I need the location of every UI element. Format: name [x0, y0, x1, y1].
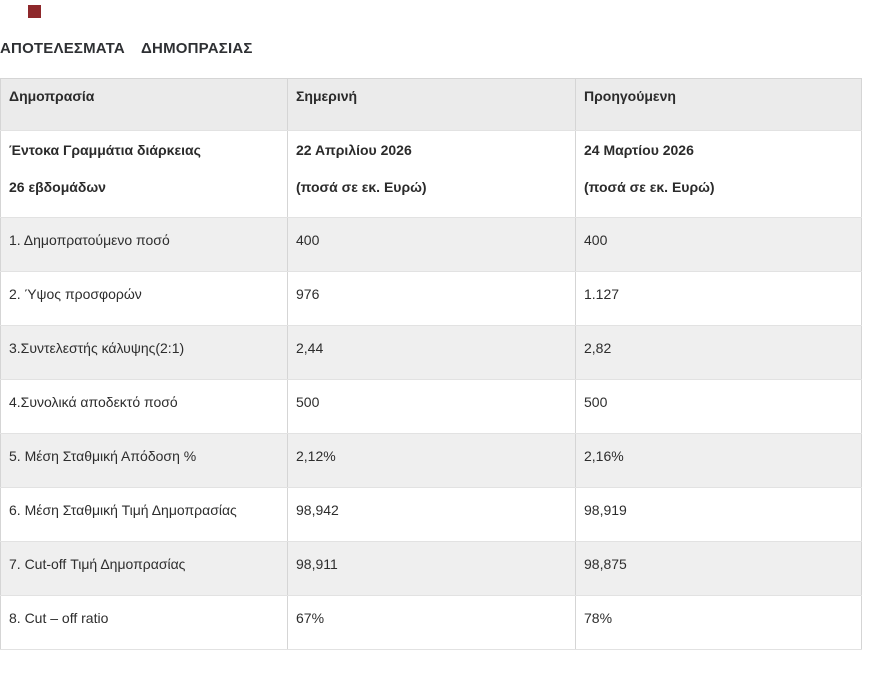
current-auction-date: 22 Απριλίου 2026 — [296, 142, 412, 158]
row-current-value: 2,44 — [287, 325, 576, 380]
row-previous-value: 500 — [575, 379, 862, 434]
table-row: 3.Συντελεστής κάλυψης(2:1) 2,44 2,82 — [0, 325, 862, 380]
row-label: 7. Cut-off Τιμή Δημοπρασίας — [0, 541, 288, 596]
row-current-value: 400 — [287, 217, 576, 272]
row-label: 6. Μέση Σταθμική Τιμή Δημοπρασίας — [0, 487, 288, 542]
row-previous-value: 1.127 — [575, 271, 862, 326]
table-header-row: Δημοπρασία Σημερινή Προηγούμενη — [0, 78, 862, 131]
row-current-value: 500 — [287, 379, 576, 434]
column-header-current: Σημερινή — [287, 78, 576, 131]
row-label: 4.Συνολικά αποδεκτό ποσό — [0, 379, 288, 434]
previous-auction-unit: (ποσά σε εκ. Ευρώ) — [584, 179, 715, 195]
table-row: 7. Cut-off Τιμή Δημοπρασίας 98,911 98,87… — [0, 541, 862, 596]
previous-auction-date: 24 Μαρτίου 2026 — [584, 142, 694, 158]
row-label: 1. Δημοπρατούμενο ποσό — [0, 217, 288, 272]
table-row: 8. Cut – off ratio 67% 78% — [0, 595, 862, 650]
column-header-previous: Προηγούμενη — [575, 78, 862, 131]
instrument-name: Έντοκα Γραμμάτια διάρκειας — [9, 142, 201, 158]
row-previous-value: 98,875 — [575, 541, 862, 596]
row-label: 2. Ύψος προσφορών — [0, 271, 288, 326]
row-current-value: 2,12% — [287, 433, 576, 488]
row-current-value: 98,911 — [287, 541, 576, 596]
instrument-cell: Έντοκα Γραμμάτια διάρκειας 26 εβδομάδων — [0, 130, 288, 218]
table-row: 1. Δημοπρατούμενο ποσό 400 400 — [0, 217, 862, 272]
row-previous-value: 2,16% — [575, 433, 862, 488]
logo-mark — [28, 5, 41, 18]
row-current-value: 98,942 — [287, 487, 576, 542]
instrument-duration: 26 εβδομάδων — [9, 179, 106, 195]
table-row: 5. Μέση Σταθμική Απόδοση % 2,12% 2,16% — [0, 433, 862, 488]
row-previous-value: 400 — [575, 217, 862, 272]
row-previous-value: 98,919 — [575, 487, 862, 542]
previous-auction-info-cell: 24 Μαρτίου 2026 (ποσά σε εκ. Ευρώ) — [575, 130, 862, 218]
current-auction-info-cell: 22 Απριλίου 2026 (ποσά σε εκ. Ευρώ) — [287, 130, 576, 218]
row-previous-value: 78% — [575, 595, 862, 650]
current-auction-unit: (ποσά σε εκ. Ευρώ) — [296, 179, 427, 195]
table-row: 2. Ύψος προσφορών 976 1.127 — [0, 271, 862, 326]
table-row: 4.Συνολικά αποδεκτό ποσό 500 500 — [0, 379, 862, 434]
auction-results-table: Δημοπρασία Σημερινή Προηγούμενη Έντοκα Γ… — [0, 78, 862, 650]
table-subheader-row: Έντοκα Γραμμάτια διάρκειας 26 εβδομάδων … — [0, 130, 862, 218]
row-current-value: 976 — [287, 271, 576, 326]
row-label: 8. Cut – off ratio — [0, 595, 288, 650]
page-title: ΑΠΟΤΕΛΕΣΜΑΤΑ ΔΗΜΟΠΡΑΣΙΑΣ — [0, 40, 253, 57]
row-previous-value: 2,82 — [575, 325, 862, 380]
row-label: 5. Μέση Σταθμική Απόδοση % — [0, 433, 288, 488]
table-row: 6. Μέση Σταθμική Τιμή Δημοπρασίας 98,942… — [0, 487, 862, 542]
row-label: 3.Συντελεστής κάλυψης(2:1) — [0, 325, 288, 380]
column-header-auction: Δημοπρασία — [0, 78, 288, 131]
row-current-value: 67% — [287, 595, 576, 650]
